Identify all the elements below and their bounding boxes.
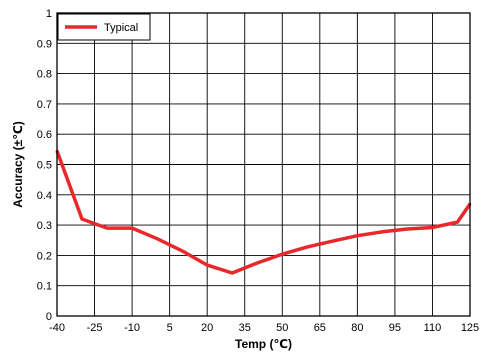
x-tick-label: 80 — [351, 322, 363, 334]
y-axis-label: Accuracy (±℃) — [11, 121, 25, 207]
data-point — [93, 222, 96, 225]
data-point — [431, 226, 434, 229]
data-point — [231, 271, 234, 275]
x-tick-label: 5 — [167, 322, 173, 334]
x-tick-label: 35 — [239, 322, 251, 334]
y-tick-label: 0.4 — [37, 190, 52, 202]
x-tick-label: 50 — [276, 322, 288, 334]
data-point — [130, 226, 134, 230]
data-point — [80, 217, 84, 221]
y-tick-label: 0.9 — [37, 38, 52, 50]
y-tick-label: 0 — [46, 311, 52, 323]
x-axis-label: Temp (℃) — [235, 337, 292, 351]
data-point — [281, 252, 284, 256]
y-tick-label: 0.8 — [37, 69, 52, 81]
plot-frame — [56, 12, 471, 317]
y-tick-label: 0.2 — [37, 250, 52, 262]
data-point — [356, 234, 359, 237]
series-line-typical — [55, 150, 472, 275]
data-point — [155, 237, 159, 240]
grid — [56, 12, 471, 317]
data-point — [306, 245, 309, 249]
y-tick-label: 0.3 — [37, 220, 52, 232]
data-point — [180, 249, 184, 253]
data-point — [331, 239, 334, 243]
data-point — [256, 261, 259, 265]
data-point — [205, 263, 209, 267]
x-tick-label: 20 — [201, 322, 213, 334]
x-tick-label: 65 — [314, 322, 326, 334]
y-tick-label: 0.7 — [37, 99, 52, 111]
x-tick-label: 110 — [424, 322, 442, 334]
y-tick-label: 0.5 — [37, 160, 52, 172]
y-tick-label: 0.6 — [37, 129, 52, 141]
data-point — [105, 226, 109, 230]
legend-label-typical: Typical — [104, 22, 138, 34]
data-point — [381, 230, 384, 233]
legend: Typical — [57, 13, 151, 41]
tick-labels: -40 -25 -10 5 20 35 50 65 80 95 110 125 0 0.1 0.2 0.3 0.… — [37, 8, 479, 334]
x-tick-label: -10 — [124, 322, 140, 334]
x-tick-label: -25 — [87, 322, 103, 334]
data-point — [406, 227, 409, 231]
data-point — [456, 220, 459, 224]
y-tick-label: 1 — [46, 8, 52, 20]
x-tick-label: -40 — [49, 322, 65, 334]
x-tick-label: 125 — [461, 322, 479, 334]
y-tick-label: 0.1 — [37, 281, 52, 293]
x-tick-label: 95 — [389, 322, 401, 334]
